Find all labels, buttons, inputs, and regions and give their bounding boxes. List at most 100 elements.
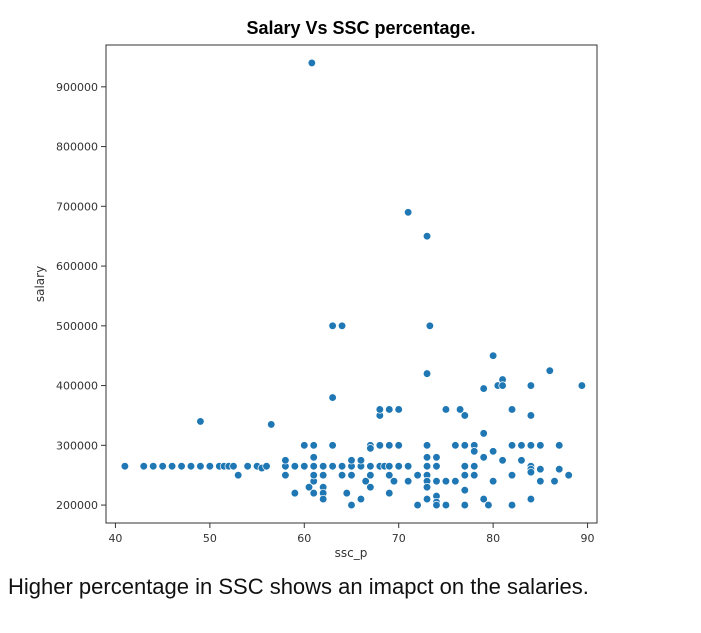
- y-axis-label: salary: [33, 266, 47, 302]
- y-tick-label: 900000: [56, 81, 98, 94]
- x-tick-label: 60: [297, 532, 311, 545]
- data-point: [484, 500, 493, 510]
- data-point: [328, 462, 337, 471]
- data-point: [488, 447, 498, 456]
- data-point: [550, 477, 559, 486]
- data-point: [441, 477, 451, 486]
- data-point: [460, 471, 469, 480]
- data-point: [281, 471, 290, 480]
- data-point: [536, 441, 545, 450]
- data-point: [498, 381, 507, 390]
- x-tick-label: 70: [392, 532, 406, 545]
- data-point: [356, 456, 366, 465]
- x-axis: 40 50 60 70 80 90: [108, 523, 595, 545]
- data-point: [139, 462, 148, 471]
- data-point: [385, 405, 394, 414]
- data-point: [262, 462, 271, 471]
- y-tick-label: 400000: [56, 380, 98, 393]
- data-point: [361, 477, 370, 486]
- data-point: [394, 441, 403, 450]
- data-point: [304, 483, 314, 492]
- data-point: [460, 500, 469, 510]
- data-point: [479, 453, 488, 462]
- data-point: [488, 351, 498, 360]
- data-point: [229, 462, 238, 471]
- data-point: [507, 471, 517, 480]
- data-point: [267, 420, 276, 429]
- data-point: [432, 462, 441, 471]
- y-tick-label: 200000: [56, 499, 98, 512]
- data-point: [517, 441, 526, 450]
- data-point: [422, 453, 432, 462]
- data-point: [507, 405, 517, 414]
- data-point: [337, 321, 347, 330]
- data-point: [507, 500, 517, 510]
- data-point: [451, 477, 460, 486]
- data-point: [385, 488, 394, 498]
- data-point: [555, 441, 564, 450]
- data-point: [196, 417, 205, 426]
- data-point: [536, 465, 545, 474]
- x-tick-label: 80: [486, 532, 500, 545]
- data-point: [347, 471, 356, 480]
- data-point: [479, 494, 488, 504]
- data-point: [404, 477, 413, 486]
- plot-area: [105, 44, 598, 524]
- data-point: [347, 456, 356, 465]
- data-point: [167, 462, 177, 471]
- data-point: [455, 405, 465, 414]
- caption: Higher percentage in SSC shows an imapct…: [8, 574, 589, 599]
- data-point: [375, 405, 384, 414]
- data-point: [422, 369, 432, 378]
- data-point: [394, 405, 403, 414]
- data-point: [300, 462, 309, 471]
- data-point: [319, 462, 328, 471]
- data-point: [177, 462, 186, 471]
- data-point: [470, 462, 479, 471]
- data-point: [422, 462, 432, 471]
- data-point: [328, 321, 337, 330]
- data-point: [404, 208, 413, 217]
- data-point: [366, 462, 375, 471]
- x-tick-label: 90: [581, 532, 595, 545]
- data-point: [526, 494, 536, 504]
- y-axis: 200000 300000 400000 500000 600000 700000 8000…: [56, 81, 106, 512]
- data-point: [309, 453, 318, 462]
- data-point: [470, 447, 479, 456]
- data-point: [422, 441, 432, 450]
- data-point: [460, 441, 469, 450]
- data-point: [385, 441, 394, 450]
- data-point: [451, 441, 460, 450]
- data-point: [366, 471, 375, 480]
- data-point: [526, 411, 536, 420]
- data-point: [479, 429, 488, 438]
- data-point: [432, 500, 441, 510]
- x-tick-label: 50: [203, 532, 217, 545]
- data-point: [564, 471, 573, 480]
- y-tick-label: 600000: [56, 260, 98, 273]
- data-point: [441, 405, 451, 414]
- data-point: [526, 468, 536, 477]
- data-point: [470, 471, 479, 480]
- data-point: [309, 471, 318, 480]
- scatter-points: [120, 58, 587, 510]
- data-point: [517, 456, 526, 465]
- data-point: [307, 58, 316, 68]
- data-point: [460, 411, 469, 420]
- data-point: [432, 453, 441, 462]
- y-tick-label: 700000: [56, 200, 98, 213]
- data-point: [385, 462, 394, 471]
- data-point: [120, 462, 130, 471]
- x-axis-label: ssc_p: [335, 546, 368, 560]
- data-point: [149, 462, 158, 471]
- data-point: [389, 477, 399, 486]
- data-point: [319, 471, 328, 480]
- data-point: [441, 500, 451, 510]
- data-point: [404, 462, 413, 471]
- data-point: [413, 471, 422, 480]
- data-point: [356, 494, 366, 504]
- data-point: [460, 462, 469, 471]
- data-point: [545, 366, 554, 375]
- y-tick-label: 800000: [56, 141, 98, 154]
- data-point: [432, 477, 441, 486]
